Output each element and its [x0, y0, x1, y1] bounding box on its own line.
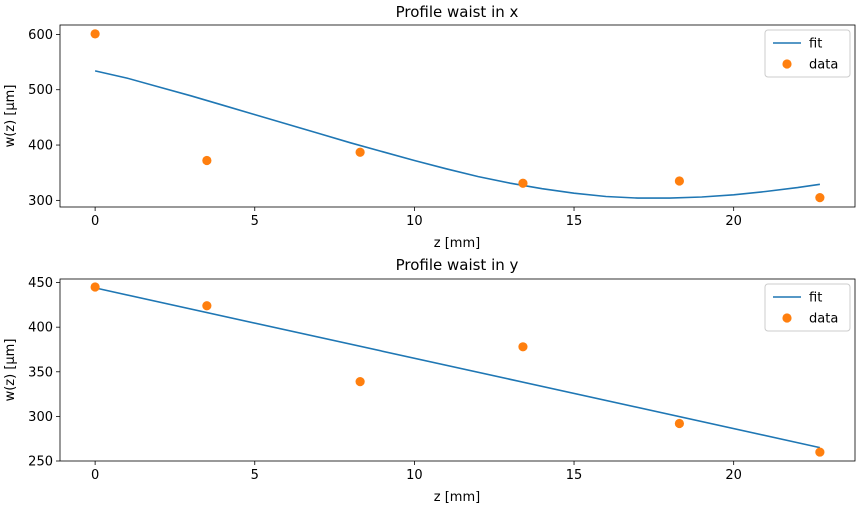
x-tick-label: 10: [406, 214, 423, 229]
x-axis-label-x: z [mm]: [434, 236, 480, 251]
y-axis-label-x: w(z) [µm]: [3, 85, 18, 148]
x-tick-label: 5: [251, 468, 259, 483]
data-point-y: [815, 447, 825, 457]
data-point-x: [674, 176, 684, 186]
y-tick-label: 250: [28, 455, 53, 470]
y-axis-label-y: w(z) [µm]: [3, 339, 18, 402]
y-tick-label: 300: [28, 194, 53, 209]
x-tick-label: 20: [725, 468, 742, 483]
data-point-y: [355, 376, 365, 387]
legend-label: fit: [809, 291, 822, 306]
legend-y: fit data: [764, 283, 851, 332]
legend-x: fit data: [764, 29, 851, 78]
legend-label: data: [809, 58, 838, 73]
data-point-x: [355, 147, 365, 157]
axes-frame-x: [59, 24, 856, 208]
data-point-x: [518, 178, 528, 188]
data-point-x: [815, 192, 825, 203]
y-tick-label: 400: [28, 139, 53, 154]
plot-area-x: 0 5 10 15 20 300 400 500 600 fit data: [28, 24, 856, 229]
data-point-x: [90, 29, 100, 39]
x-tick-label: 20: [725, 214, 742, 229]
subplot-profile-x: Profile waist in x 0 5 10 15 20 300 400 500 600 f…: [3, 3, 856, 251]
fit-line-y: [94, 287, 821, 449]
x-tick-label: 0: [91, 214, 99, 229]
data-point-y: [90, 282, 100, 292]
x-axis-label-y: z [mm]: [434, 490, 480, 505]
x-tick-label: 10: [406, 468, 423, 483]
legend-label: fit: [809, 37, 822, 52]
plot-area-y: 0 5 10 15 20 250 300 350 400 450 fit data: [28, 276, 856, 483]
data-point-y: [202, 301, 212, 311]
y-tick-label: 400: [28, 321, 53, 336]
subplot-profile-y: Profile waist in y 0 5 10 15 20 250 300 350 400 4…: [3, 256, 856, 505]
fit-line-x: [94, 70, 821, 199]
x-tick-label: 15: [566, 468, 583, 483]
y-tick-label: 500: [28, 83, 53, 98]
y-tick-label: 600: [28, 28, 53, 43]
y-tick-label: 450: [28, 276, 53, 291]
legend-label: data: [809, 312, 838, 327]
x-tick-label: 5: [251, 214, 259, 229]
x-tick-label: 0: [91, 468, 99, 483]
chart-title-x: Profile waist in x: [396, 3, 519, 21]
legend-data-marker: [782, 59, 792, 69]
chart-title-y: Profile waist in y: [396, 256, 519, 274]
data-point-x: [202, 155, 212, 166]
axes-frame-y: [59, 278, 856, 462]
data-point-y: [674, 418, 684, 429]
y-tick-label: 300: [28, 410, 53, 425]
legend-data-marker: [782, 313, 792, 323]
y-tick-label: 350: [28, 365, 53, 380]
data-point-y: [518, 342, 528, 352]
x-tick-label: 15: [566, 214, 583, 229]
